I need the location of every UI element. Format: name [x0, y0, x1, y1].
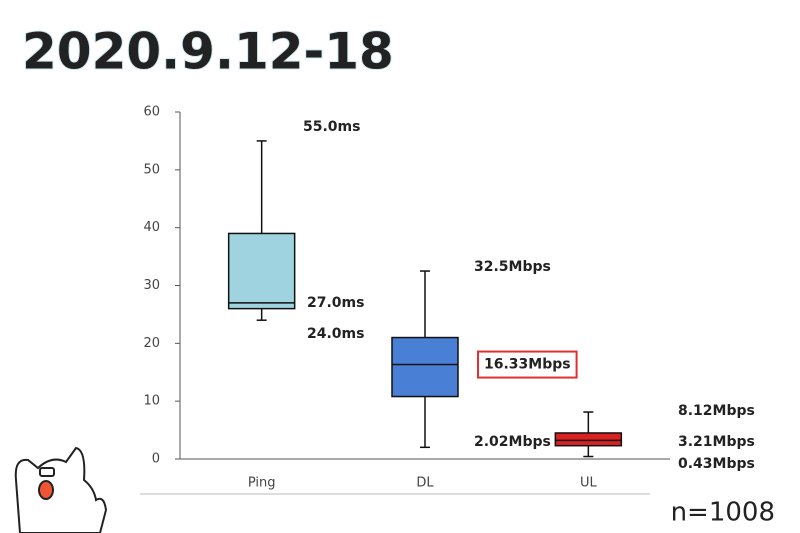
y-tick-label: 60: [143, 105, 160, 120]
box: [554, 432, 623, 447]
y-tick-label: 40: [143, 220, 160, 235]
highlight-box: [477, 350, 578, 379]
box: [227, 232, 296, 310]
value-label: 24.0ms: [307, 326, 364, 342]
y-tick-label: 20: [143, 336, 160, 351]
x-tick-label: Ping: [248, 476, 276, 491]
sample-size: n=1008: [671, 498, 775, 528]
value-label: 3.21Mbps: [678, 434, 755, 450]
y-tick-label: 30: [143, 278, 160, 293]
y-tick-label: 10: [143, 394, 160, 409]
value-label: 16.33Mbps: [484, 357, 571, 373]
y-tick-label: 50: [143, 162, 160, 177]
value-label: 2.02Mbps: [474, 434, 551, 450]
chart-title: 2020.9.12-18: [22, 23, 394, 81]
value-label: 55.0ms: [303, 119, 360, 135]
value-label: 27.0ms: [307, 295, 364, 311]
y-tick-label: 0: [152, 452, 160, 467]
x-tick-label: DL: [416, 476, 434, 491]
x-tick-label: UL: [580, 476, 598, 491]
mascot: [14, 446, 108, 533]
value-label: 32.5Mbps: [474, 259, 551, 275]
box: [391, 336, 459, 398]
value-label: 0.43Mbps: [678, 456, 755, 472]
value-label: 8.12Mbps: [678, 403, 755, 419]
